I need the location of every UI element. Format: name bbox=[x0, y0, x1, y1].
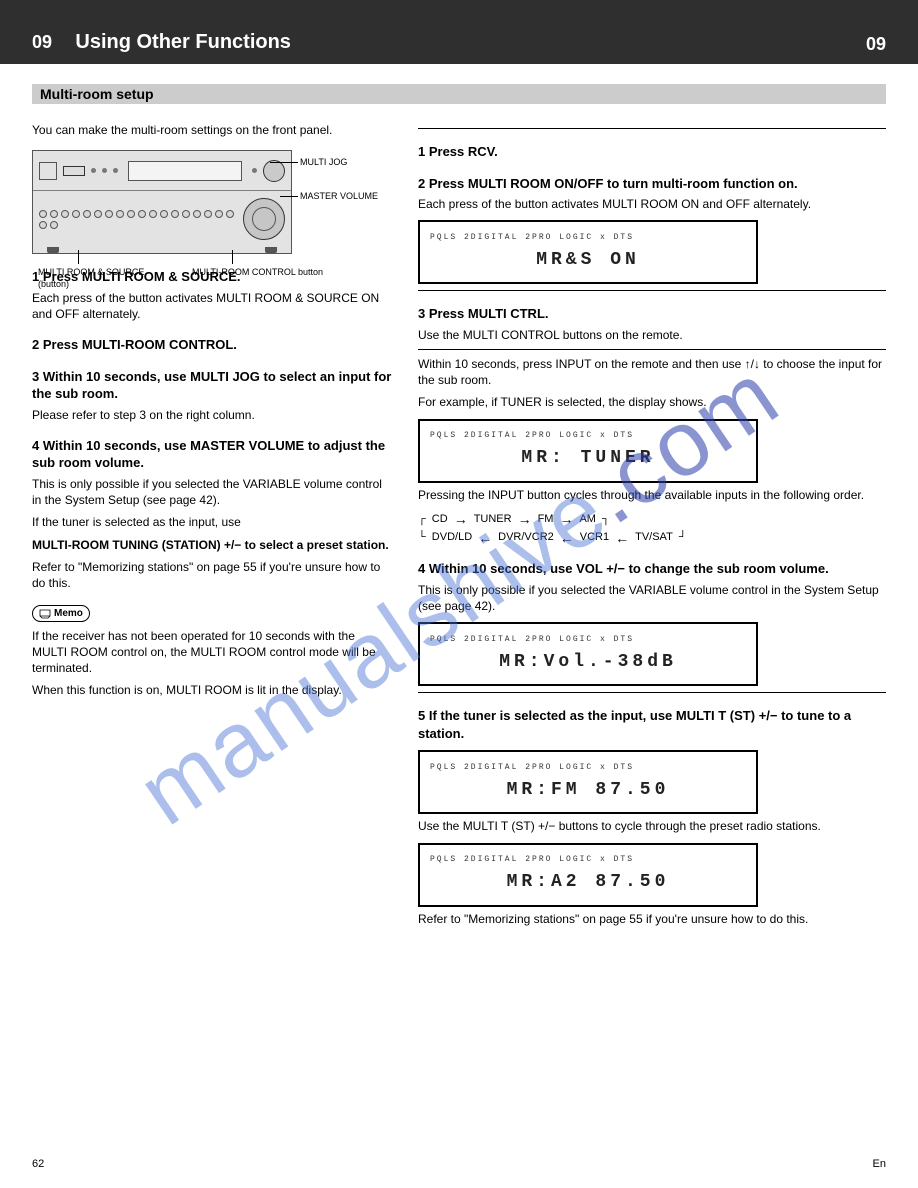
input-cycle-diagram: ┌ CD→ TUNER→ FM→ AM ┐ └ DVD/LD← DVR/VCR2… bbox=[418, 511, 886, 547]
receiver-diagram: MULTI JOG MASTER VOLUME MULTI ROOM & SOU… bbox=[32, 150, 392, 254]
left-step2-heading: 2 Press MULTI-ROOM CONTROL. bbox=[32, 336, 392, 354]
lcd-display-4: PQLS 2DIGITAL 2PRO LOGIC x DTS MR:FM 87.… bbox=[418, 750, 758, 814]
left-step1-text: Each press of the button activates MULTI… bbox=[32, 290, 392, 322]
left-step4-text: This is only possible if you selected th… bbox=[32, 476, 392, 508]
left-step3-heading: 3 Within 10 seconds, use MULTI JOG to se… bbox=[32, 368, 392, 403]
left-step5a: If the tuner is selected as the input, u… bbox=[32, 514, 392, 530]
left-column: You can make the multi-room settings on … bbox=[32, 122, 392, 933]
right-step5-heading: 5 If the tuner is selected as the input,… bbox=[418, 707, 886, 742]
lcd-display-2: PQLS 2DIGITAL 2PRO LOGIC x DTS MR: TUNER bbox=[418, 419, 758, 483]
right-step2-text: Each press of the button activates MULTI… bbox=[418, 196, 886, 212]
right-step3-p1: Use the MULTI CONTROL buttons on the rem… bbox=[418, 327, 886, 343]
left-step5c: Refer to "Memorizing stations" on page 5… bbox=[32, 559, 392, 591]
section-title-strip: Multi-room setup bbox=[32, 84, 886, 104]
divider bbox=[418, 349, 886, 350]
right-step1-heading: 1 Press RCV. bbox=[418, 143, 886, 161]
brand-logo-icon bbox=[39, 162, 57, 180]
divider bbox=[418, 128, 886, 129]
power-button-icon bbox=[63, 166, 85, 176]
right-step2-heading: 2 Press MULTI ROOM ON/OFF to turn multi-… bbox=[418, 175, 886, 193]
callout-multi-jog: MULTI JOG bbox=[300, 156, 347, 168]
chapter-number: 09 bbox=[32, 32, 52, 52]
right-step5-text2: Refer to "Memorizing stations" on page 5… bbox=[418, 911, 886, 927]
left-step5b: MULTI-ROOM TUNING (STATION) +/− to selec… bbox=[32, 537, 392, 553]
callout-master-volume: MASTER VOLUME bbox=[300, 190, 378, 202]
right-column: 1 Press RCV. 2 Press MULTI ROOM ON/OFF t… bbox=[418, 122, 886, 933]
right-step4-heading: 4 Within 10 seconds, use VOL +/− to chan… bbox=[418, 560, 886, 578]
intro-text: You can make the multi-room settings on … bbox=[32, 122, 392, 138]
left-step4-heading: 4 Within 10 seconds, use MASTER VOLUME t… bbox=[32, 437, 392, 472]
left-step3-text: Please refer to step 3 on the right colu… bbox=[32, 407, 392, 423]
header-page-number: 09 bbox=[866, 32, 886, 56]
master-volume-knob-icon bbox=[243, 198, 285, 240]
divider bbox=[418, 692, 886, 693]
right-step4-text: This is only possible if you selected th… bbox=[418, 582, 886, 614]
right-step3-heading: 3 Press MULTI CTRL. bbox=[418, 305, 886, 323]
lcd-display-1: PQLS 2DIGITAL 2PRO LOGIC x DTS MR&S ON bbox=[418, 220, 758, 284]
chapter-title: Using Other Functions bbox=[75, 31, 291, 53]
divider bbox=[418, 290, 886, 291]
callout-multi-room-control: MULTI-ROOM CONTROL button bbox=[192, 266, 332, 278]
memo-icon: Memo bbox=[32, 605, 90, 622]
header-bar: 09 Using Other Functions 09 bbox=[0, 0, 918, 64]
lcd-display-3: PQLS 2DIGITAL 2PRO LOGIC x DTS MR:Vol.-3… bbox=[418, 622, 758, 686]
page-footer: 62 En bbox=[0, 1157, 918, 1172]
lcd-display-5: PQLS 2DIGITAL 2PRO LOGIC x DTS MR:A2 87.… bbox=[418, 843, 758, 907]
right-step3-p4: Pressing the INPUT button cycles through… bbox=[418, 487, 886, 503]
right-step3-p2: Within 10 seconds, press INPUT on the re… bbox=[418, 356, 886, 388]
page-language: En bbox=[873, 1157, 886, 1172]
right-step3-p3: For example, if TUNER is selected, the d… bbox=[418, 394, 886, 410]
memo-p2: When this function is on, MULTI ROOM is … bbox=[32, 682, 392, 698]
callout-multi-room-source: MULTI ROOM & SOURCE (button) bbox=[38, 266, 158, 290]
receiver-illustration bbox=[32, 150, 292, 254]
memo-p1: If the receiver has not been operated fo… bbox=[32, 628, 392, 677]
page-number-left: 62 bbox=[32, 1157, 44, 1172]
content-columns: You can make the multi-room settings on … bbox=[0, 122, 918, 933]
right-step5-text: Use the MULTI T (ST) +/− buttons to cycl… bbox=[418, 818, 886, 834]
display-panel-icon bbox=[128, 161, 242, 181]
